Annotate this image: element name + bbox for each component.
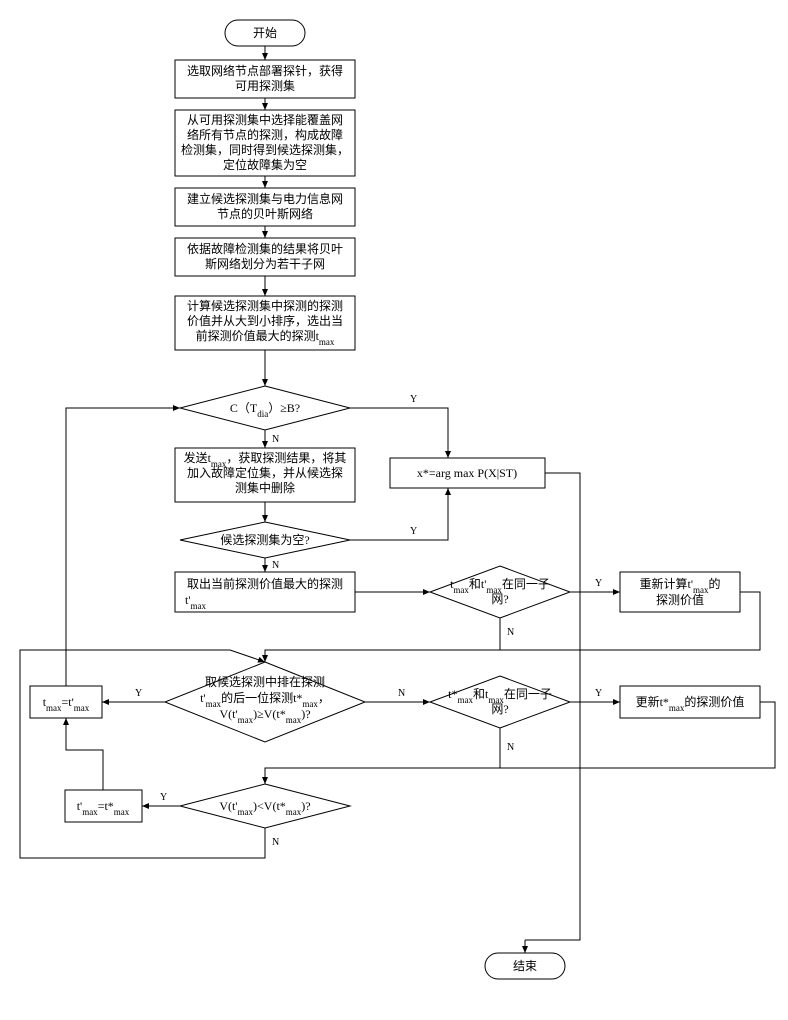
n1-l1: 选取网络节点部署探针，获得: [187, 63, 343, 78]
d1: [180, 386, 350, 430]
label-n: N: [398, 688, 405, 699]
label-y: Y: [160, 792, 167, 803]
edge: [350, 408, 448, 458]
edge: [265, 768, 500, 784]
label-n: N: [507, 742, 514, 753]
label-y: Y: [135, 688, 142, 699]
d3-l2: 网?: [491, 592, 508, 606]
n3-l2: 节点的贝叶斯网络: [217, 206, 313, 221]
n2-l1: 从可用探测集中选择能覆盖网: [187, 112, 343, 127]
n5-l1: 计算候选探测集中探测的探测: [187, 298, 343, 313]
n6-l2: 加入故障定位集，并从候选探: [187, 465, 343, 480]
label-n: N: [272, 560, 279, 571]
d2-text: 候选探测集为空?: [220, 532, 309, 547]
label-y: Y: [595, 578, 602, 589]
label-y: Y: [410, 394, 417, 405]
edge: [66, 718, 103, 790]
n5-l2: 价值并从大到小排序，选出当: [187, 313, 343, 328]
recalc-l2: 探测价值: [656, 592, 704, 607]
n1-l2: 可用探测集: [235, 78, 295, 93]
n3-l1: 建立候选探测集与电力信息网: [187, 191, 343, 206]
n2-l4: 定位故障集为空: [223, 157, 307, 172]
label-y: Y: [595, 688, 602, 699]
edge: [66, 408, 180, 686]
start-label: 开始: [253, 26, 277, 40]
edge: [265, 650, 500, 662]
n8-l1: 取候选探测中排在探测: [205, 674, 325, 689]
edge: [350, 488, 448, 540]
label-n: N: [272, 837, 279, 848]
n7-l1: 取出当前探测价值最大的探测: [187, 576, 343, 591]
n2-l2: 络所有节点的探测，构成故障: [187, 127, 343, 142]
n4-l2: 斯网络划分为若干子网: [205, 256, 325, 271]
n6-l3: 测集中删除: [235, 480, 295, 495]
end-label: 结束: [513, 959, 537, 973]
label-n: N: [507, 627, 514, 638]
d4-l2: 网?: [491, 702, 508, 716]
argmax-text: x*=arg max P(X|ST): [417, 466, 517, 480]
label-n: N: [272, 434, 279, 445]
n4-l1: 依据故障检测集的结果将贝叶: [187, 241, 343, 256]
label-y: Y: [410, 526, 417, 537]
n2-l3: 检测集，同时得到候选探测集，: [181, 142, 349, 157]
